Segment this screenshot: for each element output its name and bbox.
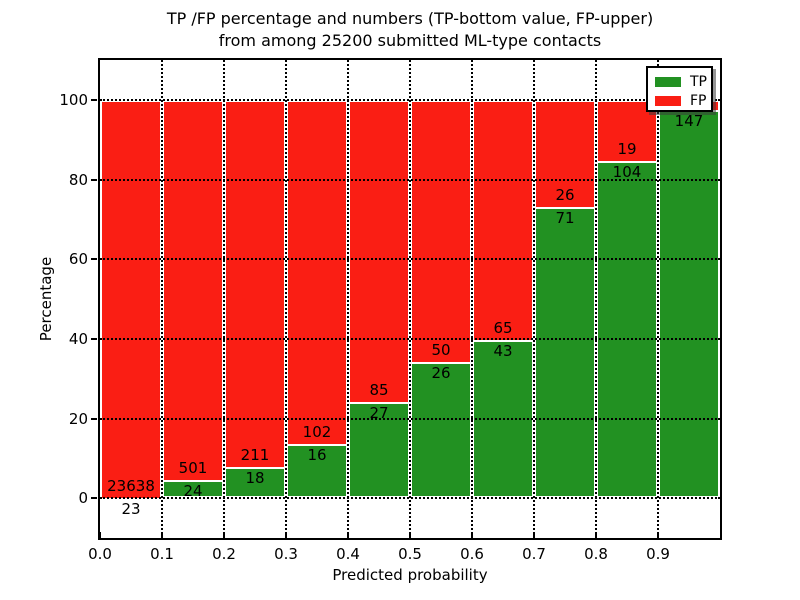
v-gridline (285, 60, 287, 538)
chart-title-line2: from among 25200 submitted ML-type conta… (218, 31, 602, 50)
x-tick-mark (347, 532, 349, 538)
h-gridline (100, 178, 720, 181)
y-axis-label: Percentage (37, 256, 55, 342)
v-gridline (409, 60, 411, 538)
x-tick-mark (99, 532, 101, 538)
x-tick-mark (409, 532, 411, 538)
x-tick-label: 0.4 (336, 545, 360, 563)
tp-count-label: 43 (493, 341, 513, 360)
x-tick-label: 0.8 (584, 545, 608, 563)
y-tick-label: 80 (68, 170, 88, 189)
tp-count-label: 27 (369, 404, 389, 423)
x-tick-mark (657, 532, 659, 538)
plot-area: 23638 23 501 24 211 18 102 16 85 27 50 26 65 43 26 71 19… (98, 58, 722, 540)
chart-title: TP /FP percentage and numbers (TP-bottom… (10, 8, 800, 52)
legend-label-fp: FP (690, 93, 707, 109)
legend-label-tp: TP (690, 74, 707, 90)
x-tick-label: 0.7 (522, 545, 546, 563)
bar-tp-segment (596, 161, 658, 499)
y-tick-mark (91, 98, 97, 101)
bar-fp-segment (100, 99, 162, 499)
bar-tp-segment (224, 466, 286, 499)
legend-entry-fp: FP (655, 93, 711, 109)
bar-tp-segment (534, 206, 596, 499)
legend: TP FP (646, 66, 713, 112)
x-tick-mark (533, 532, 535, 538)
bar-fp-segment (472, 99, 534, 340)
v-gridline (223, 60, 225, 538)
fp-count-label: 211 (240, 445, 270, 464)
fp-count-label: 65 (493, 318, 513, 337)
fp-count-label: 102 (302, 423, 332, 442)
x-tick-label: 0.6 (460, 545, 484, 563)
x-tick-label: 0.3 (274, 545, 298, 563)
bar-tp-segment (286, 444, 348, 499)
h-gridline (100, 417, 720, 420)
bar-fp-segment (162, 99, 224, 480)
y-tick-mark (91, 337, 97, 340)
v-gridline (533, 60, 535, 538)
fp-count-label: 85 (369, 381, 389, 400)
fp-count-label: 501 (178, 458, 208, 477)
x-tick-mark (161, 532, 163, 538)
x-axis-label: Predicted probability (332, 566, 488, 584)
y-tick-mark (91, 258, 97, 261)
bar-fp-segment (224, 99, 286, 467)
x-tick-label: 0.0 (88, 545, 112, 563)
bar-fp-segment (410, 99, 472, 362)
h-gridline (100, 98, 720, 101)
legend-swatch-tp-icon (655, 77, 681, 87)
bar-tp-segment (658, 110, 720, 499)
v-gridline (471, 60, 473, 538)
h-gridline (100, 497, 720, 500)
y-tick-label: 100 (59, 90, 88, 109)
fp-count-label: 23638 (107, 476, 155, 495)
h-gridline (100, 258, 720, 261)
bar-fp-segment (286, 99, 348, 445)
y-tick-label: 60 (68, 250, 88, 269)
v-gridline (657, 60, 659, 538)
tp-count-label: 26 (431, 363, 451, 382)
bar-fp-segment (348, 99, 410, 403)
tp-count-label: 71 (555, 208, 575, 227)
bar-tp-segment (410, 361, 472, 499)
h-gridline (100, 337, 720, 340)
y-tick-label: 0 (78, 489, 88, 508)
fp-count-label: 50 (431, 340, 451, 359)
tp-count-label: 18 (245, 468, 265, 487)
v-gridline (595, 60, 597, 538)
tp-count-label: 147 (674, 112, 704, 131)
tp-count-label: 24 (183, 481, 203, 500)
tp-count-label: 16 (307, 446, 327, 465)
x-tick-mark (285, 532, 287, 538)
x-tick-label: 0.9 (646, 545, 670, 563)
x-tick-mark (223, 532, 225, 538)
y-tick-mark (91, 497, 97, 500)
legend-entry-tp: TP (655, 74, 711, 90)
tp-count-label: 104 (612, 163, 642, 182)
x-tick-mark (471, 532, 473, 538)
legend-swatch-fp-icon (655, 96, 681, 106)
y-tick-mark (91, 417, 97, 420)
y-tick-label: 20 (68, 409, 88, 428)
fp-count-label: 26 (555, 185, 575, 204)
x-tick-label: 0.2 (212, 545, 236, 563)
x-tick-label: 0.5 (398, 545, 422, 563)
v-gridline (347, 60, 349, 538)
y-tick-mark (91, 178, 97, 181)
chart-title-line1: TP /FP percentage and numbers (TP-bottom… (166, 9, 654, 28)
fp-count-label: 19 (617, 140, 637, 159)
x-tick-mark (595, 532, 597, 538)
tp-count-label: 23 (121, 499, 141, 518)
y-tick-label: 40 (68, 329, 88, 348)
v-gridline (161, 60, 163, 538)
x-tick-label: 0.1 (150, 545, 174, 563)
